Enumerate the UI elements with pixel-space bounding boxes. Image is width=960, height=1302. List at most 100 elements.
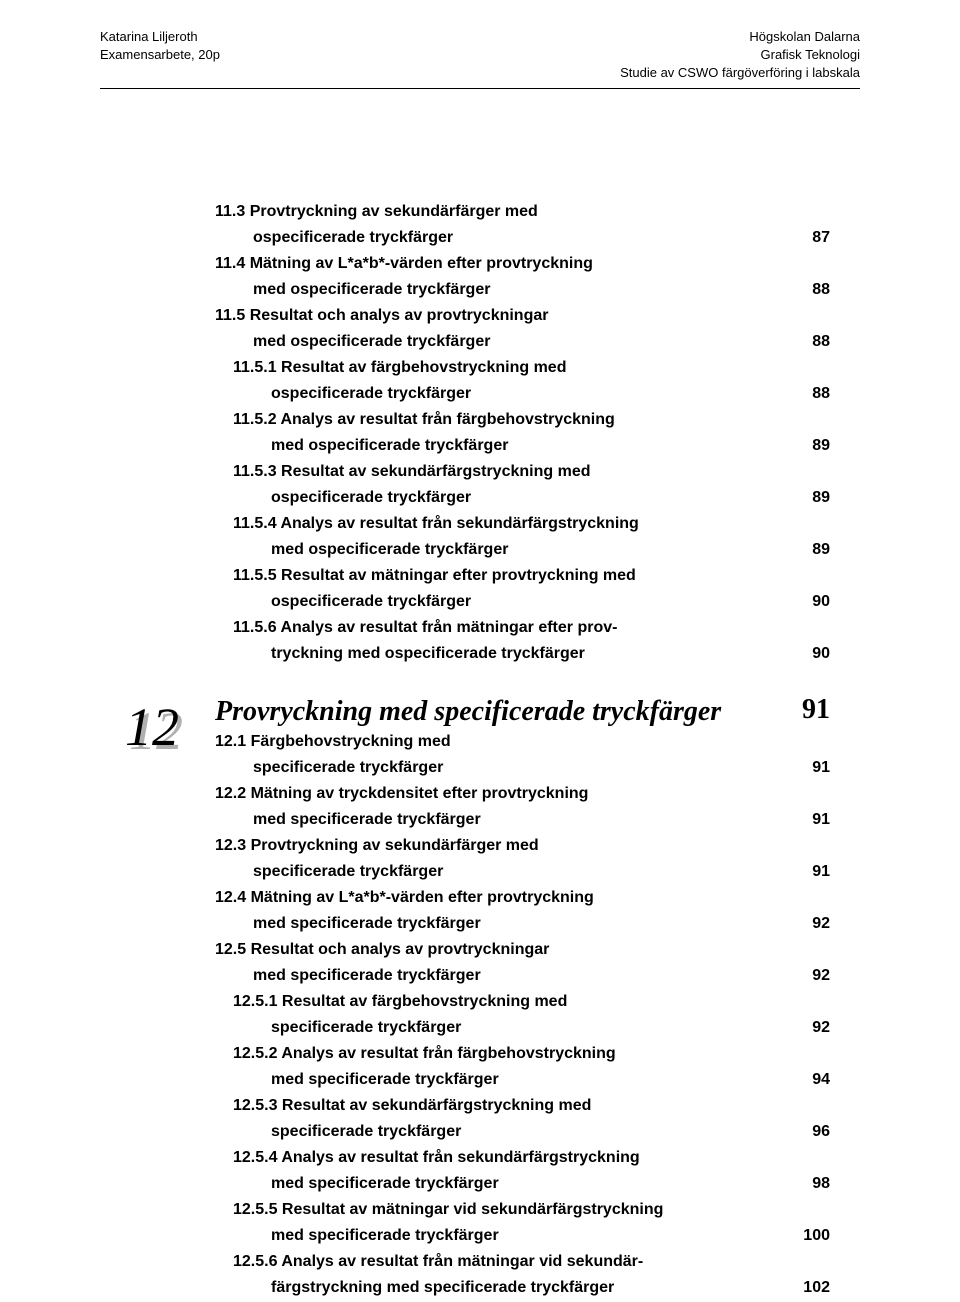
toc-page: 89 [790, 486, 830, 510]
toc-entry-cont: med ospecificerade tryckfärger88 [215, 278, 830, 302]
toc-page: 88 [790, 382, 830, 406]
toc-text: 11.5.6 Analys av resultat från mätningar… [215, 616, 790, 640]
toc-entry-cont: med specificerade tryckfärger91 [215, 808, 830, 832]
toc-entry: 11.5 Resultat och analys av provtrycknin… [215, 304, 830, 328]
toc-text-cont: med ospecificerade tryckfärger [215, 330, 790, 354]
toc-text-cont: specificerade tryckfärger [215, 1120, 790, 1144]
toc-text: 11.5.2 Analys av resultat från färgbehov… [215, 408, 790, 432]
toc-page: 91 [790, 808, 830, 832]
toc-text: 11.5.1 Resultat av färgbehovstryckning m… [215, 356, 790, 380]
header-dept: Grafisk Teknologi [620, 46, 860, 64]
toc-entry-cont: tryckning med ospecificerade tryckfärger… [215, 642, 830, 666]
toc-entry: 11.5.5 Resultat av mätningar efter provt… [215, 564, 830, 588]
toc-text: 12.4 Mätning av L*a*b*-värden efter prov… [215, 886, 790, 910]
chapter-number: 12 [125, 696, 179, 758]
toc-text: 12.2 Mätning av tryckdensitet efter prov… [215, 782, 790, 806]
toc-entry: 12.5.4 Analys av resultat från sekundärf… [215, 1146, 830, 1170]
header-right: Högskolan Dalarna Grafisk Teknologi Stud… [620, 28, 860, 83]
toc-text-cont: med specificerade tryckfärger [215, 964, 790, 988]
toc-text-cont: med specificerade tryckfärger [215, 912, 790, 936]
toc-entry-cont: specificerade tryckfärger96 [215, 1120, 830, 1144]
toc-entry-cont: specificerade tryckfärger91 [215, 756, 830, 780]
header-left: Katarina Liljeroth Examensarbete, 20p [100, 28, 220, 83]
toc-entry-cont: med ospecificerade tryckfärger89 [215, 538, 830, 562]
toc-text-cont: med ospecificerade tryckfärger [215, 278, 790, 302]
toc-text-cont: specificerade tryckfärger [215, 1016, 790, 1040]
toc-entry-cont: specificerade tryckfärger91 [215, 860, 830, 884]
toc-block-12: 12.1 Färgbehovstryckning medspecificerad… [215, 730, 830, 1300]
toc-entry-cont: ospecificerade tryckfärger87 [215, 226, 830, 250]
toc-text: 12.5.5 Resultat av mätningar vid sekundä… [215, 1198, 790, 1222]
toc-entry: 11.3 Provtryckning av sekundärfärger med [215, 200, 830, 224]
toc-entry: 11.5.2 Analys av resultat från färgbehov… [215, 408, 830, 432]
toc-text: 12.5.2 Analys av resultat från färgbehov… [215, 1042, 790, 1066]
toc-entry: 12.5.1 Resultat av färgbehovstryckning m… [215, 990, 830, 1014]
toc-entry: 12.5.5 Resultat av mätningar vid sekundä… [215, 1198, 830, 1222]
toc-page: 100 [790, 1224, 830, 1248]
toc-page: 98 [790, 1172, 830, 1196]
chapter-marker: 12 12 [125, 698, 195, 758]
toc-entry: 11.5.4 Analys av resultat från sekundärf… [215, 512, 830, 536]
toc-entry-cont: färgstryckning med specificerade tryckfä… [215, 1276, 830, 1300]
toc-text: 12.5 Resultat och analys av provtrycknin… [215, 938, 790, 962]
toc-text: 11.4 Mätning av L*a*b*-värden efter prov… [215, 252, 790, 276]
toc-text: 12.3 Provtryckning av sekundärfärger med [215, 834, 790, 858]
toc-text-cont: ospecificerade tryckfärger [215, 590, 790, 614]
toc-text-cont: specificerade tryckfärger [215, 860, 790, 884]
section-12-wrapper: 12 12 Provryckning med specificerade try… [215, 694, 830, 726]
toc-text: 11.5.4 Analys av resultat från sekundärf… [215, 512, 790, 536]
toc-text: 11.5 Resultat och analys av provtrycknin… [215, 304, 790, 328]
toc-text-cont: med specificerade tryckfärger [215, 1068, 790, 1092]
page-header: Katarina Liljeroth Examensarbete, 20p Hö… [100, 28, 860, 83]
toc-page: 102 [790, 1276, 830, 1300]
header-divider [100, 88, 860, 89]
toc-entry: 12.5 Resultat och analys av provtrycknin… [215, 938, 830, 962]
toc-page: 96 [790, 1120, 830, 1144]
toc-text-cont: med specificerade tryckfärger [215, 1224, 790, 1248]
toc-page: 91 [790, 756, 830, 780]
toc-entry-cont: med specificerade tryckfärger92 [215, 912, 830, 936]
toc-text: 12.5.3 Resultat av sekundärfärgstrycknin… [215, 1094, 790, 1118]
toc-entry-cont: med specificerade tryckfärger100 [215, 1224, 830, 1248]
toc-text: 11.5.5 Resultat av mätningar efter provt… [215, 564, 790, 588]
toc-page: 88 [790, 278, 830, 302]
header-school: Högskolan Dalarna [620, 28, 860, 46]
toc-page: 89 [790, 434, 830, 458]
toc-page: 90 [790, 642, 830, 666]
toc-entry: 12.1 Färgbehovstryckning med [215, 730, 830, 754]
section-title-page: 91 [790, 694, 830, 726]
toc-entry-cont: specificerade tryckfärger92 [215, 1016, 830, 1040]
toc-text: 12.5.6 Analys av resultat från mätningar… [215, 1250, 790, 1274]
toc-page: 89 [790, 538, 830, 562]
toc-text-cont: med ospecificerade tryckfärger [215, 538, 790, 562]
toc-page: 92 [790, 1016, 830, 1040]
toc-text: 11.5.3 Resultat av sekundärfärgstrycknin… [215, 460, 790, 484]
toc-entry: 11.4 Mätning av L*a*b*-värden efter prov… [215, 252, 830, 276]
toc-page: 92 [790, 912, 830, 936]
toc-content: 11.3 Provtryckning av sekundärfärger med… [215, 200, 830, 1302]
toc-entry-cont: ospecificerade tryckfärger88 [215, 382, 830, 406]
header-study: Studie av CSWO färgöverföring i labskala [620, 64, 860, 82]
section-title: Provryckning med specificerade tryckfärg… [215, 697, 790, 726]
header-thesis: Examensarbete, 20p [100, 46, 220, 64]
toc-text-cont: med specificerade tryckfärger [215, 808, 790, 832]
toc-text-cont: färgstryckning med specificerade tryckfä… [215, 1276, 790, 1300]
toc-page: 87 [790, 226, 830, 250]
toc-text-cont: med ospecificerade tryckfärger [215, 434, 790, 458]
toc-entry: 12.5.2 Analys av resultat från färgbehov… [215, 1042, 830, 1066]
toc-entry: 11.5.6 Analys av resultat från mätningar… [215, 616, 830, 640]
toc-entry-cont: med specificerade tryckfärger98 [215, 1172, 830, 1196]
toc-text: 12.1 Färgbehovstryckning med [215, 730, 790, 754]
toc-text-cont: specificerade tryckfärger [215, 756, 790, 780]
header-author: Katarina Liljeroth [100, 28, 220, 46]
toc-entry-cont: ospecificerade tryckfärger89 [215, 486, 830, 510]
toc-block-11: 11.3 Provtryckning av sekundärfärger med… [215, 200, 830, 666]
toc-entry: 11.5.1 Resultat av färgbehovstryckning m… [215, 356, 830, 380]
toc-text-cont: ospecificerade tryckfärger [215, 382, 790, 406]
toc-entry-cont: med ospecificerade tryckfärger88 [215, 330, 830, 354]
toc-page: 94 [790, 1068, 830, 1092]
toc-page: 90 [790, 590, 830, 614]
toc-text-cont: med specificerade tryckfärger [215, 1172, 790, 1196]
toc-page: 88 [790, 330, 830, 354]
section-title-row: Provryckning med specificerade tryckfärg… [215, 694, 830, 726]
